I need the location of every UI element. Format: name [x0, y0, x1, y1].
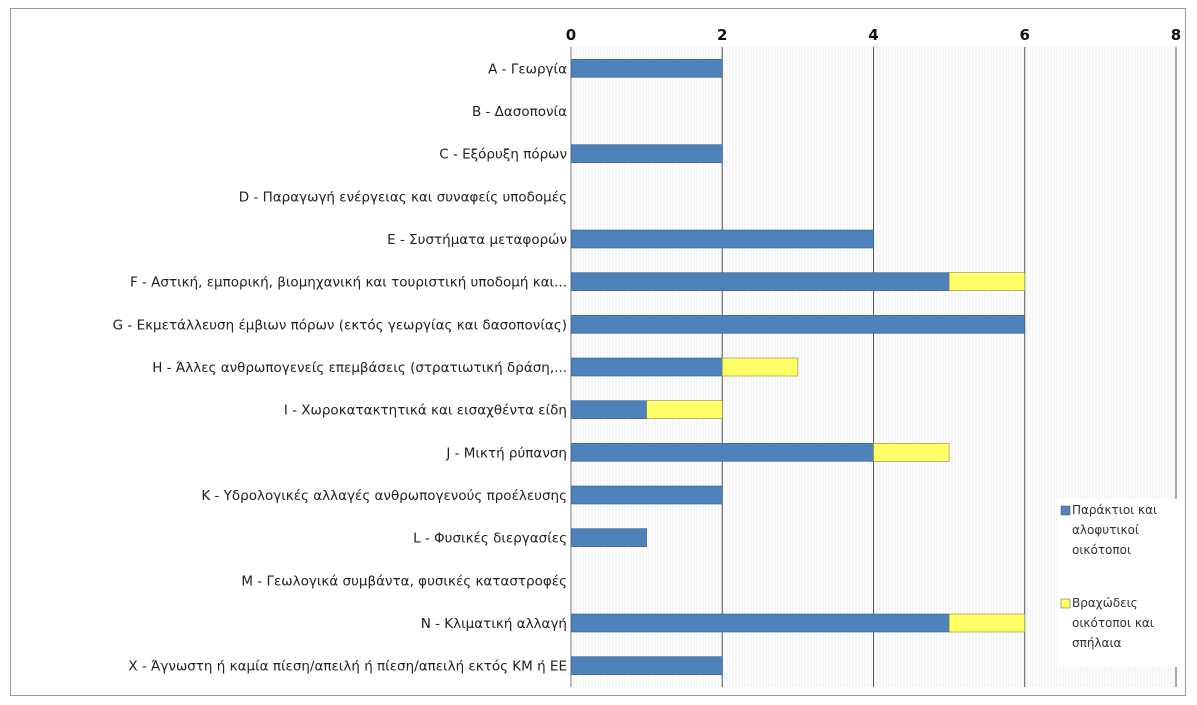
bar-segment-coastal: [570, 315, 1026, 334]
category-label: J - Μικτή ρύπανση: [445, 445, 567, 461]
x-tick-label: 2: [717, 26, 727, 44]
bar-segment-rocky: [948, 272, 1026, 291]
bar-segment-coastal: [570, 613, 950, 633]
x-tick-label: 0: [566, 26, 576, 44]
legend-label: Παράκτιοι και: [1072, 503, 1157, 517]
bar-segment-coastal: [570, 357, 723, 377]
bar-segment-coastal: [570, 528, 647, 547]
legend-label: Βραχώδεις: [1072, 596, 1138, 610]
category-label: B - Δασοπονία: [472, 104, 567, 120]
category-label: D - Παραγωγή ενέργειας και συναφείς υποδ…: [239, 189, 567, 205]
bar-segment-coastal: [570, 656, 723, 675]
bar-segment-rocky: [948, 613, 1026, 633]
x-tick-label: 6: [1020, 26, 1030, 44]
category-label: H - Άλλες ανθρωπογενείς επεμβάσεις (στρα…: [152, 360, 567, 376]
bar-segment-coastal: [570, 272, 950, 291]
bar-segment-rocky: [873, 443, 950, 462]
stacked-bar-chart: 0 2 4 6 8 A - Γεωργία B - Δασοπονία C - Εξόρυξη…: [113, 26, 1181, 687]
legend-label: οικότοποι: [1072, 543, 1131, 557]
bar-segment-coastal: [570, 229, 874, 249]
category-label: N - Κλιματική αλλαγή: [421, 616, 567, 632]
x-tick-label: 8: [1171, 26, 1181, 44]
legend-swatch: [1060, 505, 1071, 516]
bar-segment-coastal: [570, 400, 647, 419]
category-label: A - Γεωργία: [488, 61, 567, 77]
legend-label: σπήλαια: [1072, 636, 1122, 650]
bar-segment-coastal: [570, 443, 874, 462]
category-label: I - Χωροκατακτητικά και εισαχθέντα είδη: [284, 403, 567, 419]
category-label: C - Εξόρυξη πόρων: [439, 147, 567, 163]
legend-box: [1057, 499, 1179, 667]
bar-segment-rocky: [721, 357, 799, 377]
category-label: G - Εκμετάλλευση έμβιων πόρων (εκτός γεω…: [113, 317, 567, 333]
category-label: X - Άγνωστη ή καμία πίεση/απειλή ή πίεση…: [128, 659, 567, 675]
category-label: K - Υδρολογικές αλλαγές ανθρωπογενούς πρ…: [201, 488, 567, 504]
bar-segment-rocky: [646, 400, 723, 419]
bar-segment-coastal: [570, 144, 723, 163]
bar-segment-coastal: [570, 59, 723, 78]
legend-label: αλοφυτικοί: [1072, 523, 1139, 537]
category-label: E - Συστήματα μεταφορών: [387, 232, 567, 248]
legend-label: οικότοποι και: [1072, 616, 1154, 630]
category-label: L - Φυσικές διεργασίες: [413, 531, 567, 547]
category-label: F - Αστική, εμπορική, βιομηχανική και το…: [130, 275, 567, 291]
chart-frame: 0 2 4 6 8 A - Γεωργία B - Δασοπονία C - Εξόρυξη…: [10, 8, 1186, 696]
bar-segment-coastal: [570, 485, 723, 505]
category-label: M - Γεωλογικά συμβάντα, φυσικές καταστρο…: [241, 573, 567, 589]
x-tick-label: 4: [868, 26, 878, 44]
legend-swatch: [1060, 598, 1071, 609]
